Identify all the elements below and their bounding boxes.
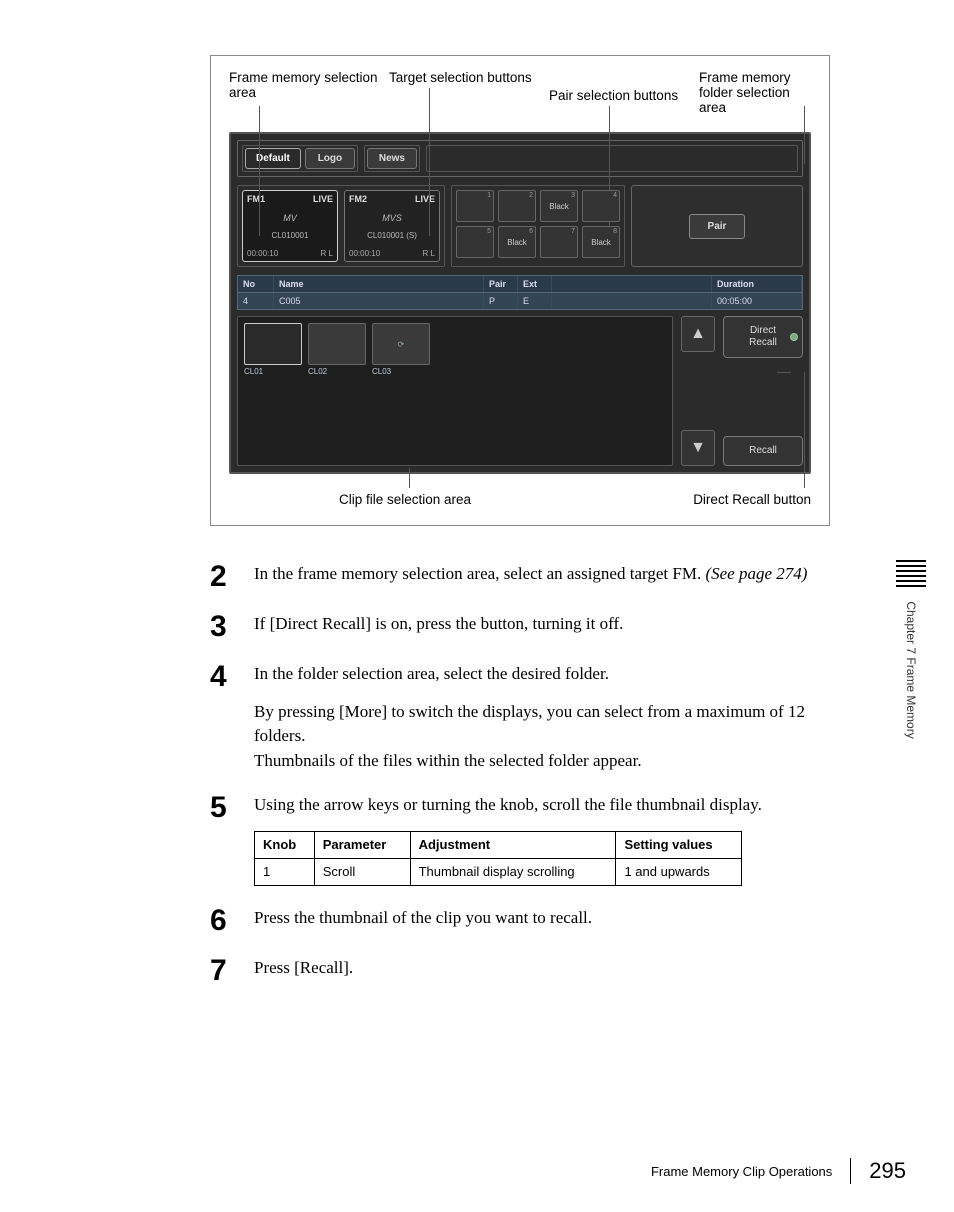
folder-tab-news[interactable]: News <box>367 148 417 169</box>
folder-tab-default[interactable]: Default <box>245 148 301 169</box>
step-4-text: In the folder selection area, select the… <box>254 664 609 683</box>
fm1-status: LIVE <box>313 194 333 204</box>
pair-button[interactable]: Pair <box>689 214 746 239</box>
footer-caption: Frame Memory Clip Operations <box>651 1164 832 1179</box>
folder-tab-logo[interactable]: Logo <box>305 148 355 169</box>
side-tab-bars-icon <box>896 560 926 590</box>
led-icon <box>790 333 798 341</box>
chapter-side-tab: Chapter 7 Frame Memory <box>896 560 926 739</box>
th-knob: Knob <box>255 831 315 858</box>
annot-clip-sel-area: Clip file selection area <box>339 492 471 507</box>
pair-slot-6[interactable]: Black6 <box>498 226 536 258</box>
clip-thumb-cl03[interactable]: ⟳ CL03 <box>372 323 430 376</box>
footer-page-number: 295 <box>869 1158 906 1184</box>
fm2-id: FM2 <box>349 194 367 204</box>
cell-ext: E <box>518 293 552 309</box>
pair-slot-grid: 1 2 Black3 4 5 Black6 7 Black8 <box>454 188 622 260</box>
knob-parameter-table: Knob Parameter Adjustment Setting values… <box>254 831 742 886</box>
page-footer: Frame Memory Clip Operations 295 <box>0 1158 954 1184</box>
th-parameter: Parameter <box>314 831 410 858</box>
refresh-icon: ⟳ <box>398 340 405 349</box>
frame-memory-row: FM1LIVE MV CL010001 00:00:10R L FM2LIVE … <box>237 185 803 267</box>
fm1-rl: R L <box>321 249 333 258</box>
fm1-time: 00:00:10 <box>247 249 278 258</box>
table-row: 1 Scroll Thumbnail display scrolling 1 a… <box>255 859 742 886</box>
th-values: Setting values <box>616 831 741 858</box>
step-3-text: If [Direct Recall] is on, press the butt… <box>254 612 623 642</box>
col-no: No <box>238 276 274 292</box>
col-duration: Duration <box>712 276 802 292</box>
fm2-logo: MVS <box>349 213 435 223</box>
td-parameter: Scroll <box>314 859 410 886</box>
side-tab-label: Chapter 7 Frame Memory <box>904 601 918 738</box>
step-number-5: 5 <box>210 793 238 886</box>
figure-bottom-annotations: Clip file selection area Direct Recall b… <box>229 492 811 507</box>
instruction-steps: 2 In the frame memory selection area, se… <box>210 562 830 986</box>
fm-card-fm1[interactable]: FM1LIVE MV CL010001 00:00:10R L <box>242 190 338 262</box>
triangle-down-icon: ▼ <box>690 439 706 457</box>
td-knob: 1 <box>255 859 315 886</box>
annot-pair-buttons: Pair selection buttons <box>549 88 678 103</box>
clip-thumb-cl02[interactable]: CL02 <box>308 323 366 376</box>
scroll-up-button[interactable]: ▲ <box>681 316 715 352</box>
pair-slot-2[interactable]: 2 <box>498 190 536 222</box>
fm-card-fm2[interactable]: FM2 LIVE MVS CL010001 (S) 00:00:10 R L <box>344 190 440 262</box>
col-pair: Pair <box>484 276 518 292</box>
scroll-down-button[interactable]: ▼ <box>681 430 715 466</box>
col-ext: Ext <box>518 276 552 292</box>
step-4-p2: Thumbnails of the files within the selec… <box>254 749 830 773</box>
td-values: 1 and upwards <box>616 859 741 886</box>
clip-list-row[interactable]: 4 C005 P E 00:05:00 <box>237 292 803 310</box>
pair-box: Pair <box>631 185 803 267</box>
fm2-rl: R L <box>423 249 435 258</box>
pair-slot-5[interactable]: 5 <box>456 226 494 258</box>
figure-frame: Frame memory selection area Target selec… <box>210 55 830 526</box>
triangle-up-icon: ▲ <box>690 325 706 343</box>
fm2-time: 00:00:10 <box>349 249 380 258</box>
step-number-4: 4 <box>210 662 238 773</box>
step-number-3: 3 <box>210 612 238 642</box>
fm1-id: FM1 <box>247 194 265 204</box>
recall-button[interactable]: Recall <box>723 436 803 466</box>
annot-target-buttons: Target selection buttons <box>389 70 532 85</box>
clip-area: CL01 CL02 ⟳ CL03 ▲ ▼ <box>237 316 803 466</box>
footer-divider <box>850 1158 851 1184</box>
cell-name: C005 <box>274 293 484 309</box>
clip-list-header: No Name Pair Ext Duration <box>237 275 803 292</box>
fm2-file: CL010001 (S) <box>349 231 435 240</box>
pair-slot-8[interactable]: Black8 <box>582 226 620 258</box>
pair-slot-7[interactable]: 7 <box>540 226 578 258</box>
annot-fm-sel-area: Frame memory selection area <box>229 70 378 100</box>
step-6-text: Press the thumbnail of the clip you want… <box>254 906 592 936</box>
step-2-ref: (See page 274) <box>705 564 807 583</box>
step-5-text: Using the arrow keys or turning the knob… <box>254 795 762 814</box>
clip-label-cl02: CL02 <box>308 367 366 376</box>
th-adjustment: Adjustment <box>410 831 616 858</box>
td-adjustment: Thumbnail display scrolling <box>410 859 616 886</box>
pair-slot-1[interactable]: 1 <box>456 190 494 222</box>
clip-thumb-cl01[interactable]: CL01 <box>244 323 302 376</box>
cell-pair: P <box>484 293 518 309</box>
fm2-status: LIVE <box>415 194 435 204</box>
pair-slot-3[interactable]: Black3 <box>540 190 578 222</box>
clip-label-cl03: CL03 <box>372 367 430 376</box>
cell-duration: 00:05:00 <box>712 293 802 309</box>
pair-slot-4[interactable]: 4 <box>582 190 620 222</box>
step-number-7: 7 <box>210 956 238 986</box>
annot-folder-sel-area: Frame memory folder selection area <box>699 70 791 115</box>
step-2-text: In the frame memory selection area, sele… <box>254 564 705 583</box>
folder-tab-bar: Default Logo News <box>237 140 803 177</box>
direct-recall-button[interactable]: Direct Recall <box>723 316 803 358</box>
col-name: Name <box>274 276 484 292</box>
annot-direct-recall-btn: Direct Recall button <box>693 492 811 507</box>
step-7-text: Press [Recall]. <box>254 956 353 986</box>
step-4-p1: By pressing [More] to switch the display… <box>254 700 830 748</box>
figure-top-annotations: Frame memory selection area Target selec… <box>229 70 811 126</box>
step-number-6: 6 <box>210 906 238 936</box>
clip-thumbnails: CL01 CL02 ⟳ CL03 <box>237 316 673 466</box>
clip-label-cl01: CL01 <box>244 367 302 376</box>
cell-no: 4 <box>238 293 274 309</box>
step-number-2: 2 <box>210 562 238 592</box>
ui-panel: Default Logo News FM1LIVE MV CL010001 00… <box>229 132 811 474</box>
